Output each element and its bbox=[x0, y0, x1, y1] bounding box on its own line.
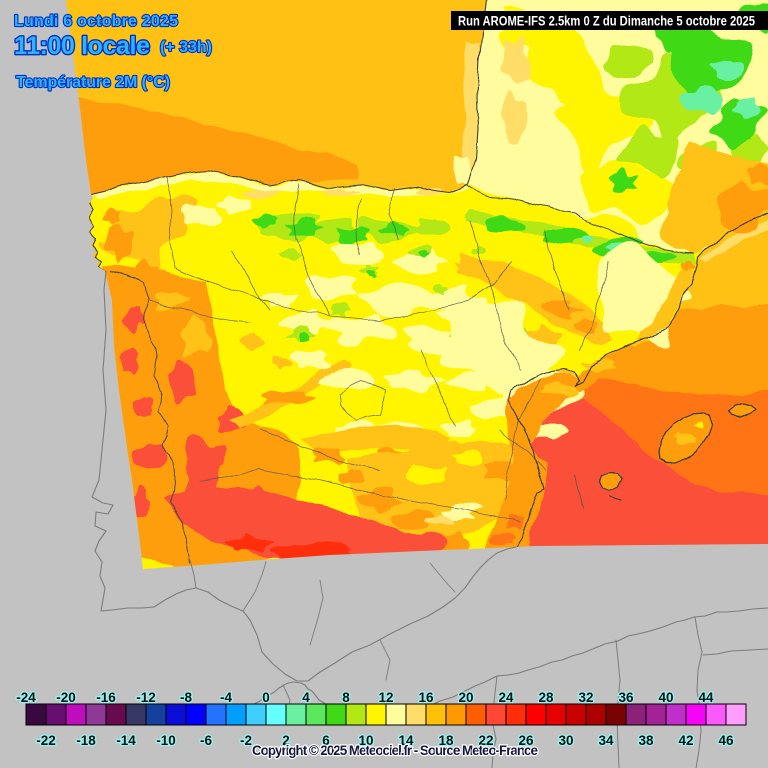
svg-text:(+ 33h): (+ 33h) bbox=[160, 39, 212, 56]
svg-text:-18: -18 bbox=[76, 733, 96, 748]
svg-text:32: 32 bbox=[578, 690, 593, 705]
svg-text:40: 40 bbox=[658, 690, 673, 705]
svg-text:-10: -10 bbox=[156, 733, 176, 748]
svg-text:30: 30 bbox=[558, 733, 573, 748]
svg-text:6: 6 bbox=[322, 733, 330, 748]
svg-text:28: 28 bbox=[538, 690, 554, 705]
svg-text:-20: -20 bbox=[56, 690, 76, 705]
svg-text:12: 12 bbox=[378, 690, 393, 705]
svg-text:44: 44 bbox=[698, 690, 714, 705]
svg-text:42: 42 bbox=[678, 733, 693, 748]
svg-text:-4: -4 bbox=[220, 690, 232, 705]
svg-text:-8: -8 bbox=[180, 690, 192, 705]
svg-text:8: 8 bbox=[342, 690, 350, 705]
svg-text:-22: -22 bbox=[36, 733, 56, 748]
svg-text:20: 20 bbox=[458, 690, 473, 705]
svg-text:-14: -14 bbox=[116, 733, 136, 748]
svg-text:-24: -24 bbox=[16, 690, 36, 705]
svg-text:Copyright © 2025 Meteociel.fr: Copyright © 2025 Meteociel.fr - Source M… bbox=[252, 743, 538, 758]
svg-text:26: 26 bbox=[518, 733, 534, 748]
svg-text:14: 14 bbox=[398, 733, 414, 748]
svg-text:2: 2 bbox=[282, 733, 290, 748]
svg-text:34: 34 bbox=[598, 733, 614, 748]
svg-text:36: 36 bbox=[618, 690, 634, 705]
svg-text:22: 22 bbox=[478, 733, 493, 748]
svg-text:-16: -16 bbox=[96, 690, 116, 705]
svg-text:Lundi 6 octobre 2025: Lundi 6 octobre 2025 bbox=[14, 13, 178, 30]
svg-text:10: 10 bbox=[358, 733, 373, 748]
svg-text:16: 16 bbox=[418, 690, 434, 705]
svg-text:38: 38 bbox=[638, 733, 654, 748]
svg-text:Température 2M (°C): Température 2M (°C) bbox=[16, 74, 170, 91]
svg-text:-12: -12 bbox=[136, 690, 156, 705]
svg-text:18: 18 bbox=[438, 733, 454, 748]
svg-text:4: 4 bbox=[302, 690, 310, 705]
svg-text:0: 0 bbox=[262, 690, 270, 705]
svg-text:46: 46 bbox=[718, 733, 734, 748]
svg-text:11:00 locale: 11:00 locale bbox=[14, 32, 150, 60]
svg-text:-6: -6 bbox=[200, 733, 212, 748]
svg-text:-2: -2 bbox=[240, 733, 252, 748]
svg-text:24: 24 bbox=[498, 690, 514, 705]
svg-text:Run AROME-IFS 2.5km 0 Z du Dim: Run AROME-IFS 2.5km 0 Z du Dimanche 5 oc… bbox=[458, 13, 755, 29]
